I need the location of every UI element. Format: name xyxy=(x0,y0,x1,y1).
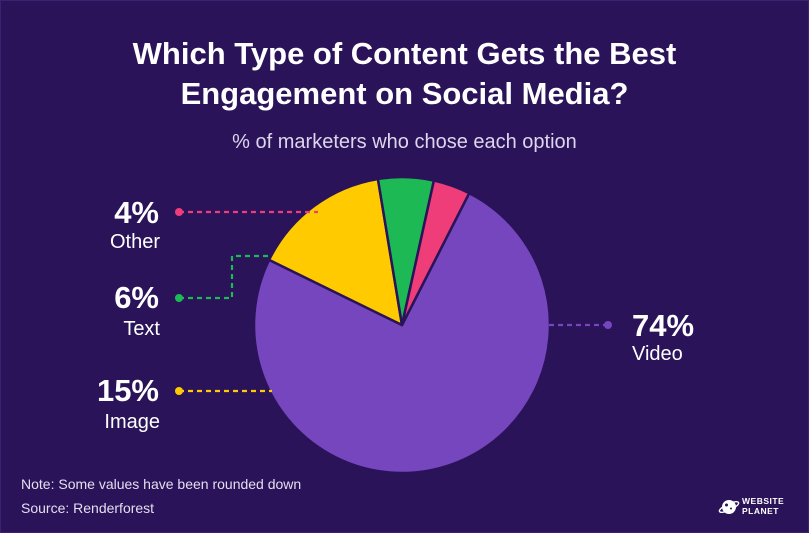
leader-dot-image xyxy=(175,387,183,395)
chart-source: Source: Renderforest xyxy=(21,500,155,516)
leader-dot-text xyxy=(175,294,183,302)
category-label-image: Image xyxy=(104,411,160,433)
value-label-image: 15% xyxy=(97,373,159,408)
title-line-2: Engagement on Social Media? xyxy=(180,76,629,111)
chart-subtitle: % of marketers who chose each option xyxy=(232,131,577,153)
logo-line-1: WEBSITE xyxy=(742,496,785,506)
slice-labels: 74%Video 15% Image 6% Text 4%Other xyxy=(97,195,694,433)
leader-line-text xyxy=(179,254,272,300)
logo-text: WEBSITE PLANET xyxy=(742,496,784,516)
pie-slices xyxy=(252,175,552,475)
category-label-text: Text xyxy=(123,318,160,340)
leader-dot-video xyxy=(604,321,612,329)
website-planet-logo: WEBSITE PLANET xyxy=(718,494,793,520)
chart-title: Which Type of Content Gets the Best Enga… xyxy=(0,34,809,114)
category-label-video: Video xyxy=(632,343,683,365)
chart-note: Note: Some values have been rounded down xyxy=(21,476,302,492)
logo-line-2: PLANET xyxy=(742,506,779,516)
category-label-other: Other xyxy=(110,231,160,253)
leader-lines xyxy=(175,208,612,395)
value-label-other: 4% xyxy=(114,195,159,230)
planet-icon xyxy=(718,500,740,514)
pie-slice-other xyxy=(400,179,471,327)
leader-dot-other xyxy=(175,208,183,216)
title-line-1: Which Type of Content Gets the Best xyxy=(132,36,677,71)
pie-slice-image xyxy=(267,177,404,327)
value-label-video: 74% xyxy=(632,308,694,343)
value-label-text: 6% xyxy=(114,280,159,315)
pie-slice-video xyxy=(252,191,552,475)
